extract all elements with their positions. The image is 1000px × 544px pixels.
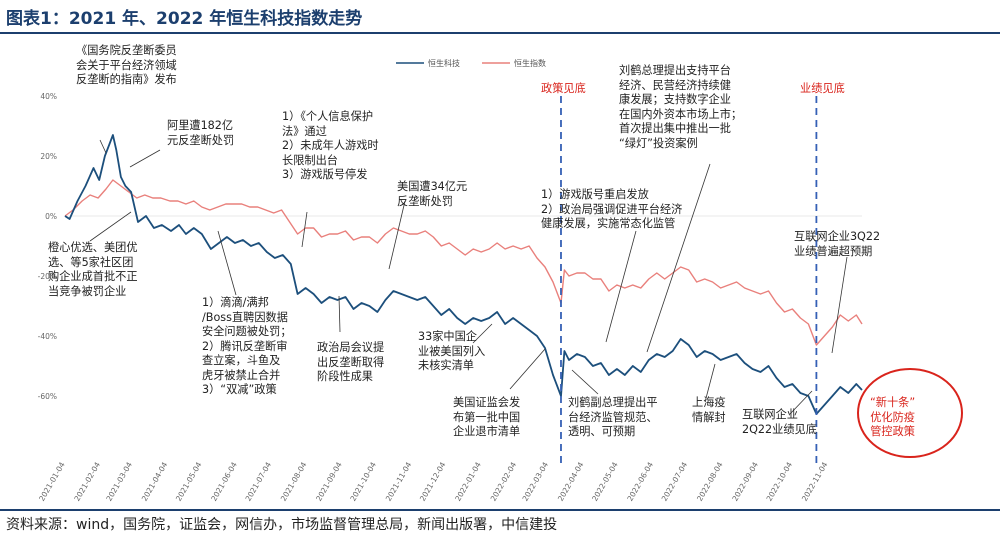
annotation-game-license-resume: 1）游戏版号重启发放 2）政治局强调促进平台经济 健康发展，实施常态化监管 [541, 188, 683, 230]
annotation-unverified-list: 33家中国企 业被美国列入 未核实清单 [418, 330, 486, 372]
leader-line [789, 390, 813, 415]
leader-line [338, 295, 341, 333]
leader-line [509, 348, 546, 390]
y-tick-label: 40% [40, 92, 57, 101]
marker-label-policy-bottom: 政策见底 [541, 82, 586, 95]
leader-line [99, 139, 107, 154]
marker-label-earnings-bottom: 业绩见底 [800, 82, 845, 95]
leader-line [89, 211, 132, 242]
hstech-line-chart: 40% 20% 0% -20% -40% -60% 2021-01-04 2021-02-0… [37, 58, 963, 503]
leader-line [217, 230, 237, 296]
y-tick-label: -40% [38, 332, 57, 341]
annotation-shanghai-reopen: 上海疫 情解封 [692, 396, 726, 424]
series-line-hstech [64, 134, 863, 415]
x-tick-label: 2022-05-04 [590, 460, 620, 502]
annotation-new-ten-rules: “新十条” 优化防疫 管控政策 [870, 396, 916, 438]
annotation-didi-tencent: 1）滴滴/满邦 /Boss直聘因数据 安全问题被处罚； 2）腾讯反垄断审 查立案… [202, 296, 292, 396]
x-tick-label: 2022-02-04 [489, 460, 519, 502]
highlight-circle [857, 368, 963, 458]
annotation-antitrust-guideline: 《国务院反垄断委员 会关于平台经济领域 反垄断的指南》发布 [76, 44, 177, 86]
x-tick-label: 2021-03-04 [104, 460, 134, 502]
x-tick-label: 2021-11-04 [384, 460, 414, 502]
leader-line [472, 323, 493, 344]
source-rule [0, 509, 1000, 511]
annotation-community-group-fine: 橙心优选、美团优 选、等5家社区团 购企业成首批不正 当竞争被罚企业 [48, 241, 138, 298]
title-rule [0, 32, 1000, 34]
x-tick-label: 2022-11-04 [800, 460, 830, 502]
x-tick-label: 2021-01-04 [37, 460, 67, 502]
annotation-meituan-fine: 美国遭34亿元 反垄断处罚 [397, 180, 468, 208]
annotation-politburo: 政治局会议提 出反垄断取得 阶段性成果 [317, 341, 385, 383]
x-tick-label: 2021-08-04 [279, 460, 309, 502]
x-tick-label: 2022-03-04 [521, 460, 551, 502]
series-line-hsi [64, 179, 863, 346]
annotation-alibaba-fine: 阿里遭182亿 元反垄断处罚 [167, 119, 235, 147]
x-tick-label: 2022-08-04 [695, 460, 725, 502]
leader-line [129, 149, 161, 168]
x-tick-label: 2022-01-04 [453, 460, 483, 502]
x-tick-label: 2022-09-04 [730, 460, 760, 502]
x-tick-label: 2021-09-04 [314, 460, 344, 502]
x-tick-label: 2021-02-04 [72, 460, 102, 502]
source-note: 资料来源：wind，国务院，证监会，网信办，市场监督管理总局，新闻出版署，中信建… [6, 517, 558, 533]
y-tick-label: 0% [45, 212, 57, 221]
x-tick-label: 2021-07-04 [244, 460, 274, 502]
y-tick-label: 20% [40, 152, 57, 161]
x-tick-label: 2021-06-04 [209, 460, 239, 502]
y-tick-label: -60% [38, 392, 57, 401]
x-tick-label: 2022-07-04 [660, 460, 690, 502]
x-tick-label: 2021-10-04 [348, 460, 378, 502]
leader-line [605, 230, 637, 343]
annotation-privacy-law: 1）《个人信息保护 法》通过 2）未成年人游戏时 长限制出台 3）游戏版号停发 [282, 110, 379, 181]
y-tick-label: -20% [38, 272, 57, 281]
legend: 恒生科技 恒生指数 [396, 58, 546, 68]
leader-line [301, 211, 308, 248]
x-tick-label: 2022-04-04 [556, 460, 586, 502]
page-title: 图表1：2021 年、2022 年恒生科技指数走势 [6, 9, 363, 29]
annotation-2q22-bottom: 互联网企业 2Q22业绩见底 [742, 408, 817, 436]
x-tick-label: 2022-10-04 [765, 460, 795, 502]
x-tick-label: 2021-05-04 [174, 460, 204, 502]
leader-line [831, 256, 848, 354]
x-tick-label: 2021-12-04 [418, 460, 448, 502]
legend-label-hsi: 恒生指数 [514, 58, 546, 68]
leader-line [571, 369, 599, 395]
leader-line [646, 163, 711, 353]
legend-label-tech: 恒生科技 [428, 58, 460, 68]
x-tick-label: 2022-06-04 [625, 460, 655, 502]
leader-line [388, 200, 406, 270]
x-tick-label: 2021-04-04 [140, 460, 170, 502]
annotation-liuhe-support: 刘鹤总理提出支持平台 经济、民营经济持续健 康发展；支持数字企业 在国内外资本市… [619, 64, 743, 150]
leader-line [704, 363, 716, 403]
annotation-liuhe-regulation: 刘鹤副总理提出平 台经济监管规范、 透明、可预期 [568, 396, 658, 438]
annotation-3q22-beat: 互联网企业3Q22 业绩普遍超预期 [794, 230, 881, 258]
annotation-sec-delisting: 美国证监会发 布第一批中国 企业退市清单 [453, 396, 521, 438]
